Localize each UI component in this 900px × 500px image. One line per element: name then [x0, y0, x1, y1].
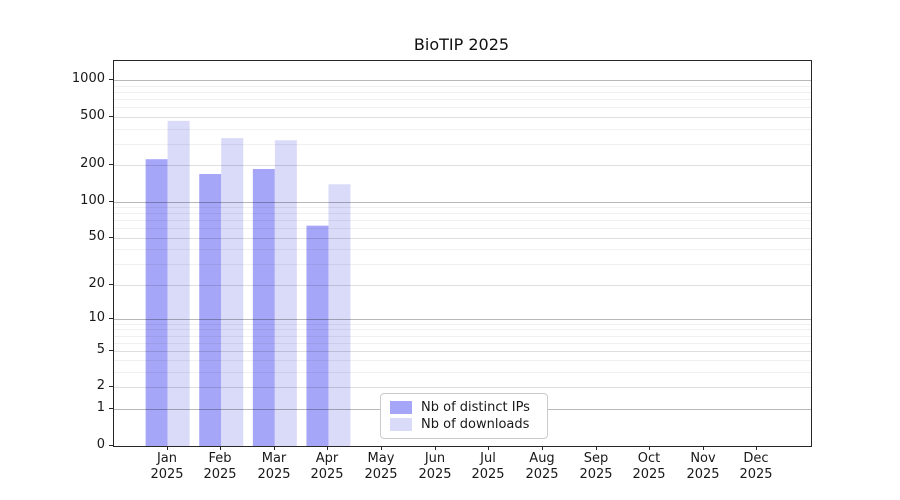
bar-distinct-ips-feb	[199, 174, 222, 446]
y-tick-label-20: 20	[88, 276, 105, 291]
x-tick-label-jun: Jun 2025	[418, 451, 452, 482]
bar-downloads-apr	[328, 184, 351, 446]
y-tick-50	[109, 237, 113, 238]
y-tick-label-1000: 1000	[71, 71, 105, 86]
y-tick-1000	[109, 79, 113, 80]
x-tick-label-oct: Oct 2025	[632, 451, 666, 482]
x-tick-sep	[596, 446, 597, 450]
y-tick-200	[109, 164, 113, 165]
plot-canvas	[114, 80, 811, 446]
bar-downloads-jan	[167, 120, 190, 446]
y-tick-0	[109, 445, 113, 446]
y-tick-label-1: 1	[96, 400, 105, 415]
y-tick-100	[109, 201, 113, 202]
y-tick-2	[109, 386, 113, 387]
legend-label-downloads: Nb of downloads	[421, 417, 530, 432]
y-tick-10	[109, 318, 113, 319]
y-tick-label-50: 50	[88, 229, 105, 244]
x-tick-label-apr: Apr 2025	[310, 451, 344, 482]
bar-downloads-mar	[274, 140, 297, 446]
x-tick-oct	[649, 446, 650, 450]
x-tick-label-nov: Nov 2025	[686, 451, 720, 482]
x-tick-jul	[488, 446, 489, 450]
bar-downloads-feb	[221, 138, 244, 446]
x-tick-jun	[435, 446, 436, 450]
legend-item-downloads: Nb of downloads	[390, 417, 538, 432]
x-tick-jan	[167, 446, 168, 450]
y-tick-label-100: 100	[80, 193, 105, 208]
x-tick-label-aug: Aug 2025	[525, 451, 559, 482]
legend-swatch-distinct-ips	[390, 401, 412, 414]
x-tick-label-dec: Dec 2025	[739, 451, 773, 482]
y-tick-20	[109, 284, 113, 285]
x-tick-label-sep: Sep 2025	[579, 451, 613, 482]
x-tick-label-mar: Mar 2025	[257, 451, 291, 482]
x-tick-feb	[220, 446, 221, 450]
y-tick-label-500: 500	[80, 108, 105, 123]
y-tick-label-0: 0	[96, 437, 105, 452]
y-tick-5	[109, 350, 113, 351]
x-tick-label-feb: Feb 2025	[203, 451, 237, 482]
x-tick-aug	[542, 446, 543, 450]
y-tick-label-10: 10	[88, 310, 105, 325]
x-tick-dec	[756, 446, 757, 450]
bar-distinct-ips-jan	[145, 159, 168, 446]
bar-distinct-ips-mar	[252, 168, 275, 446]
legend: Nb of distinct IPs Nb of downloads	[380, 393, 548, 439]
bar-distinct-ips-apr	[306, 225, 329, 446]
x-tick-mar	[274, 446, 275, 450]
x-tick-apr	[327, 446, 328, 450]
x-tick-may	[381, 446, 382, 450]
plot-area: Nb of distinct IPs Nb of downloads	[113, 60, 812, 447]
y-tick-label-2: 2	[96, 378, 105, 393]
legend-label-distinct-ips: Nb of distinct IPs	[421, 400, 530, 415]
y-tick-label-5: 5	[96, 342, 105, 357]
x-tick-label-jan: Jan 2025	[150, 451, 184, 482]
x-tick-label-may: May 2025	[364, 451, 398, 482]
x-tick-label-jul: Jul 2025	[471, 451, 505, 482]
legend-item-distinct-ips: Nb of distinct IPs	[390, 400, 538, 415]
y-tick-500	[109, 116, 113, 117]
chart-title: BioTIP 2025	[413, 35, 510, 54]
y-tick-label-200: 200	[80, 156, 105, 171]
x-tick-nov	[703, 446, 704, 450]
legend-swatch-downloads	[390, 418, 412, 431]
y-tick-1	[109, 408, 113, 409]
